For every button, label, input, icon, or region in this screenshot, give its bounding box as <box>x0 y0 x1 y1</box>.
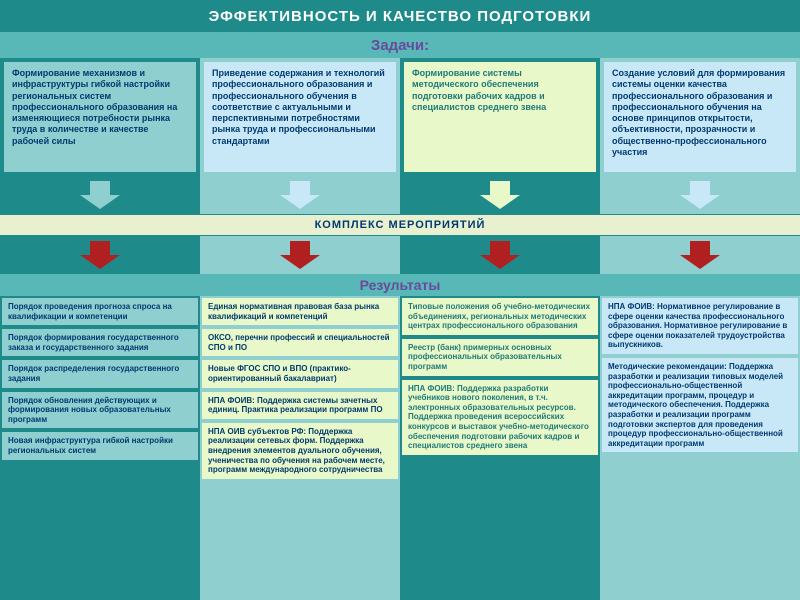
diagram-root: ЭФФЕКТИВНОСТЬ И КАЧЕСТВО ПОДГОТОВКИ Зада… <box>0 0 800 600</box>
task-column: Создание условий для формирования систем… <box>600 58 800 176</box>
down-arrow-icon <box>280 181 320 209</box>
results-grid: Порядок проведения прогноза спроса на кв… <box>0 296 800 600</box>
main-title-text: ЭФФЕКТИВНОСТЬ И КАЧЕСТВО ПОДГОТОВКИ <box>209 8 592 25</box>
red-down-arrow-icon <box>480 241 520 269</box>
result-column: Порядок проведения прогноза спроса на кв… <box>0 296 200 600</box>
arrow-cell <box>200 236 400 274</box>
result-box: Методические рекомендации: Поддержка раз… <box>602 358 798 452</box>
result-box: Порядок проведения прогноза спроса на кв… <box>2 298 198 325</box>
down-arrows-row <box>0 176 800 214</box>
down-arrow-icon <box>80 181 120 209</box>
tasks-header: Задачи: <box>0 32 800 58</box>
down-arrow-icon <box>680 181 720 209</box>
result-column: Типовые положения об учебно-методических… <box>400 296 600 600</box>
result-column: НПА ФОИВ: Нормативное регулирование в сф… <box>600 296 800 600</box>
results-header: Результаты <box>0 274 800 296</box>
result-box: Порядок формирования государственного за… <box>2 329 198 356</box>
task-card: Формирование системы методического обесп… <box>404 62 596 172</box>
result-box: Новые ФГОС СПО и ВПО (практико-ориентиро… <box>202 360 398 387</box>
tasks-row: Формирование механизмов и инфраструктуры… <box>0 58 800 176</box>
result-box: Реестр (банк) примерных основных професс… <box>402 339 598 376</box>
result-box: Новая инфраструктура гибкой настройки ре… <box>2 432 198 459</box>
result-box: НПА ФОИВ: Поддержка системы зачетных еди… <box>202 392 398 419</box>
result-box: НПА ОИВ субъектов РФ: Поддержка реализац… <box>202 423 398 479</box>
tasks-header-text: Задачи: <box>371 37 429 54</box>
down-arrow-icon <box>480 181 520 209</box>
arrow-cell <box>400 236 600 274</box>
results-header-text: Результаты <box>360 277 441 293</box>
arrow-cell <box>0 236 200 274</box>
result-box: Единая нормативная правовая база рынка к… <box>202 298 398 325</box>
red-down-arrow-icon <box>680 241 720 269</box>
task-column: Формирование механизмов и инфраструктуры… <box>0 58 200 176</box>
task-card: Приведение содержания и технологий профе… <box>204 62 396 172</box>
task-card: Создание условий для формирования систем… <box>604 62 796 172</box>
result-box: ОКСО, перечни профессий и специальностей… <box>202 329 398 356</box>
result-box: Порядок обновления действующих и формиро… <box>2 392 198 429</box>
arrow-cell <box>600 236 800 274</box>
task-card: Формирование механизмов и инфраструктуры… <box>4 62 196 172</box>
result-box: НПА ФОИВ: Поддержка разработки учебников… <box>402 380 598 455</box>
complex-bar: КОМПЛЕКС МЕРОПРИЯТИЙ <box>0 214 800 236</box>
red-down-arrow-icon <box>280 241 320 269</box>
main-title: ЭФФЕКТИВНОСТЬ И КАЧЕСТВО ПОДГОТОВКИ <box>0 0 800 32</box>
result-box: НПА ФОИВ: Нормативное регулирование в сф… <box>602 298 798 354</box>
result-box: Типовые положения об учебно-методических… <box>402 298 598 335</box>
arrow-cell <box>600 176 800 214</box>
complex-bar-text: КОМПЛЕКС МЕРОПРИЯТИЙ <box>315 219 486 231</box>
arrow-cell <box>0 176 200 214</box>
result-box: Порядок распределения государственного з… <box>2 360 198 387</box>
arrow-cell <box>200 176 400 214</box>
result-column: Единая нормативная правовая база рынка к… <box>200 296 400 600</box>
task-column: Формирование системы методического обесп… <box>400 58 600 176</box>
red-down-arrow-icon <box>80 241 120 269</box>
red-arrows-row <box>0 236 800 274</box>
task-column: Приведение содержания и технологий профе… <box>200 58 400 176</box>
arrow-cell <box>400 176 600 214</box>
